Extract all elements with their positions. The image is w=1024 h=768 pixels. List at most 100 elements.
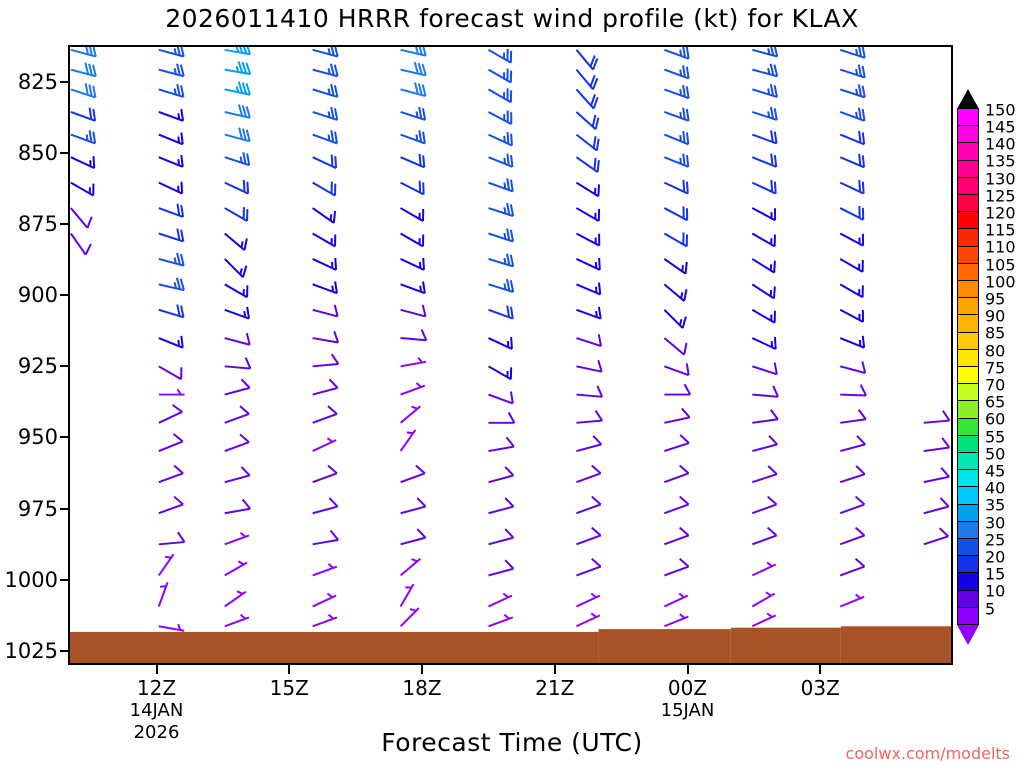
colorbar-cell: [957, 108, 979, 127]
wind-barb: [488, 228, 515, 243]
colorbar-tick-label: 35: [985, 495, 1006, 515]
wind-barb: [488, 253, 515, 268]
wind-barb: [312, 563, 338, 577]
wind-barb: [576, 557, 602, 577]
wind-barb: [664, 557, 690, 577]
y-axis-tick-label: 825: [17, 69, 58, 94]
colorbar-tick-label: 40: [985, 478, 1006, 498]
wind-barb: [158, 277, 185, 292]
x-axis-tick-label: 00Z: [667, 676, 708, 700]
colorbar-cell: [957, 572, 979, 591]
wind-barb: [158, 252, 185, 267]
wind-barb: [312, 378, 339, 396]
x-axis-title: Forecast Time (UTC): [381, 728, 643, 757]
y-axis-tick-mark: [60, 507, 69, 510]
watermark-link[interactable]: coolwx.com/modelts: [845, 744, 1010, 763]
wind-barb: [576, 495, 602, 515]
wind-barb: [312, 405, 338, 424]
wind-barb: [839, 232, 865, 247]
wind-barb: [158, 365, 183, 381]
wind-barb: [158, 433, 184, 452]
y-axis-tick-label: 850: [17, 141, 58, 166]
colorbar-cell: [957, 331, 979, 350]
wind-barb: [158, 388, 185, 396]
terrain-segment: [840, 626, 951, 663]
colorbar-tick-label: 105: [985, 255, 1016, 275]
wind-barb: [839, 335, 866, 349]
wind-barb: [224, 232, 248, 251]
colorbar-tick-label: 100: [985, 272, 1016, 292]
wind-barb: [488, 497, 515, 515]
plot-area: [68, 45, 953, 665]
colorbar-cell: [957, 194, 979, 213]
x-axis-tick-label: 18Z: [402, 676, 442, 700]
wind-barb: [158, 404, 183, 424]
x-axis-date-label: 15JAN: [660, 700, 715, 721]
wind-barb: [70, 156, 96, 170]
wind-barb: [664, 84, 690, 100]
wind-barb: [158, 228, 185, 243]
colorbar-tick-label: 45: [985, 461, 1006, 481]
wind-barb: [312, 106, 339, 121]
wind-barb: [400, 232, 425, 248]
wind-barb: [751, 207, 777, 222]
terrain-band: [70, 626, 951, 663]
wind-barb: [400, 82, 427, 98]
wind-barb: [839, 206, 865, 221]
wind-barb: [224, 61, 252, 76]
wind-barb: [224, 152, 251, 167]
wind-barb: [488, 68, 513, 84]
wind-barb: [575, 133, 600, 152]
wind-barb: [224, 531, 250, 546]
colorbar-tick-label: 90: [985, 306, 1006, 326]
wind-barb: [312, 47, 339, 58]
wind-barb: [663, 258, 688, 275]
x-axis-tick-label: 21Z: [535, 676, 575, 700]
wind-barb: [224, 104, 251, 119]
wind-barb: [575, 111, 600, 131]
colorbar-tick-label: 5: [985, 599, 996, 619]
y-axis-tick-label: 900: [17, 283, 58, 308]
colorbar-cell: [957, 297, 979, 316]
y-axis-labels: 825 850 875 900 925 950 975 1000 1025: [0, 45, 58, 665]
y-axis-tick-label: 975: [17, 496, 58, 521]
page-title: 2026011410 HRRR forecast wind profile (k…: [165, 4, 859, 33]
colorbar-cell: [957, 262, 979, 281]
wind-barb: [312, 437, 337, 452]
colorbar-tick-label: 65: [985, 392, 1006, 412]
wind-barb: [157, 553, 175, 576]
wind-barb: [312, 613, 338, 628]
colorbar-under-arrow: [957, 625, 979, 645]
wind-barb: [224, 283, 249, 299]
colorbar-cell: [957, 469, 979, 488]
wind-barb: [664, 434, 690, 453]
wind-barb: [224, 332, 251, 346]
colorbar-tick-label: 60: [985, 409, 1006, 429]
wind-barb: [575, 156, 600, 173]
wind-barb: [399, 558, 422, 577]
wind-barb: [575, 88, 599, 110]
wind-barb: [158, 63, 185, 78]
wind-barb: [839, 64, 866, 79]
wind-barb: [312, 181, 337, 197]
wind-barb: [158, 495, 184, 515]
terrain-segment: [730, 627, 841, 663]
wind-barb: [664, 526, 690, 546]
y-axis-tick-label: 925: [17, 354, 58, 379]
wind-barb: [70, 130, 97, 145]
wind-barb: [488, 391, 514, 405]
y-axis-tick-mark: [60, 223, 69, 226]
colorbar-tick-label: 75: [985, 358, 1006, 378]
x-axis-year-label: 2026: [133, 722, 180, 743]
x-axis-labels: 12Z 14JAN 2026 15Z 18Z 21Z 00Z 15JAN 03Z: [0, 676, 1024, 746]
wind-barb: [839, 593, 865, 608]
wind-barb: [400, 497, 427, 515]
wind-barb: [576, 410, 604, 424]
wind-barb: [664, 65, 690, 80]
wind-barb: [752, 435, 778, 453]
colorbar-cell: [957, 417, 979, 436]
colorbar-tick-label: 25: [985, 530, 1006, 550]
wind-barb: [224, 590, 247, 608]
y-axis-tick-label: 950: [17, 425, 58, 450]
wind-barb: [312, 207, 337, 224]
